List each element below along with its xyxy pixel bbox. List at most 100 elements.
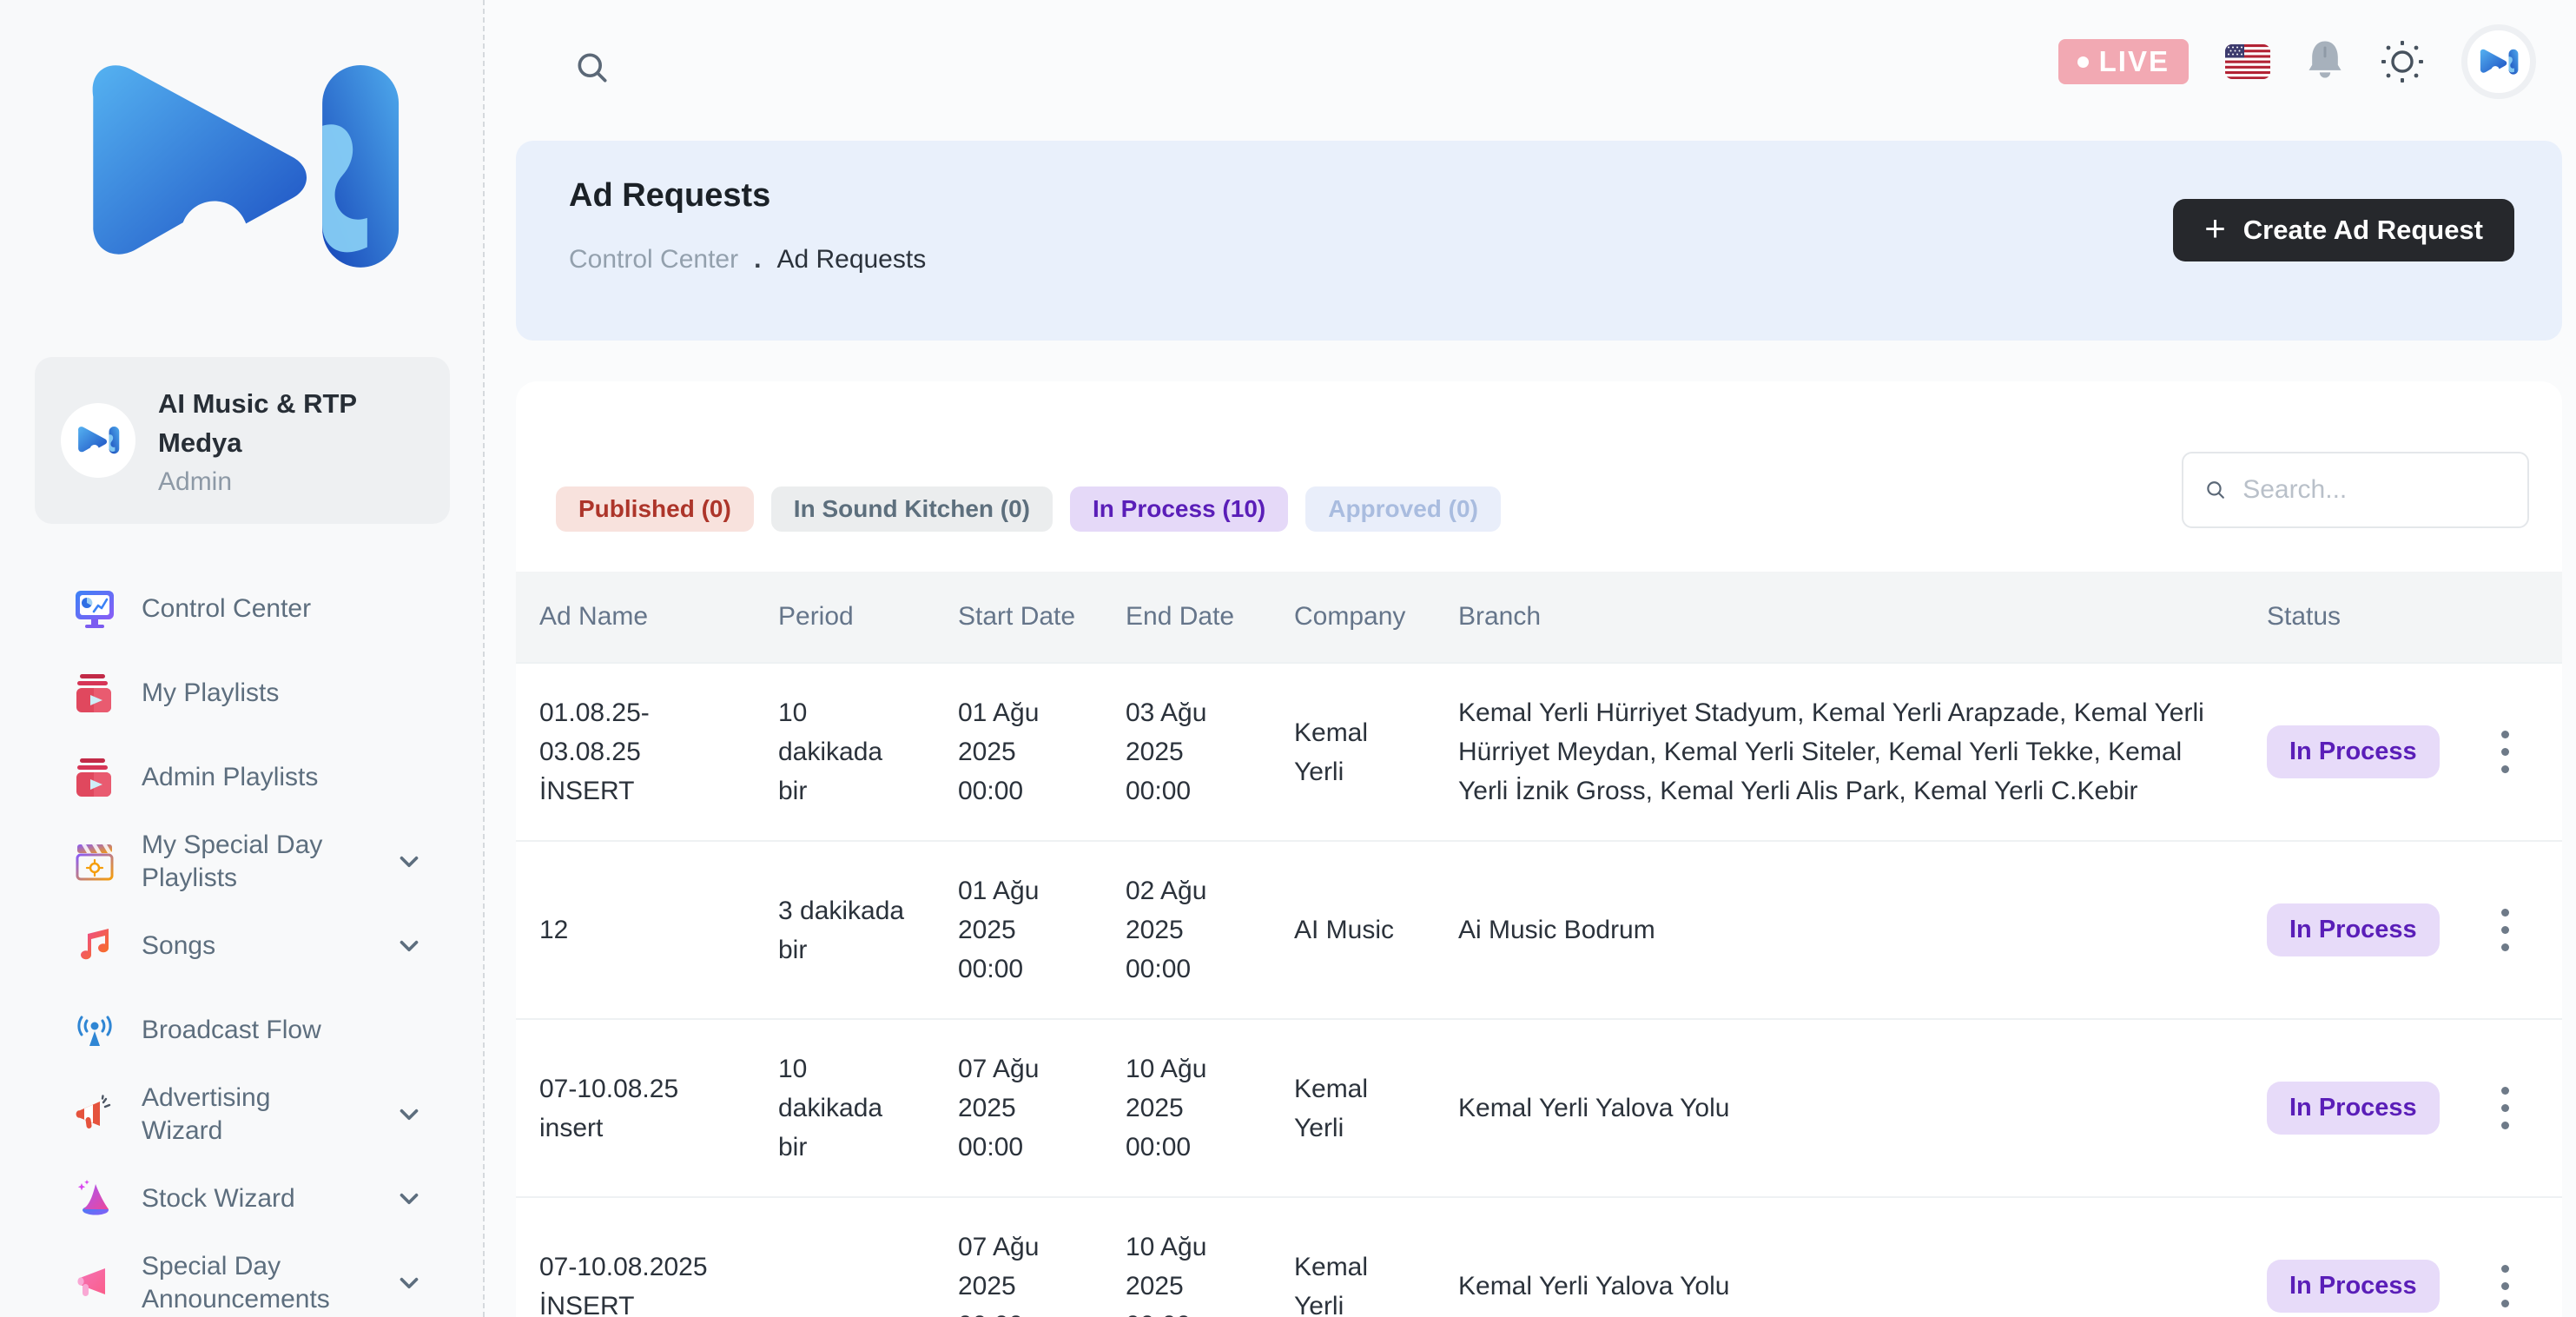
search-icon[interactable] — [573, 49, 611, 87]
live-label: LIVE — [2098, 45, 2170, 77]
cell-branch: Kemal Yerli Yalova Yolu — [1458, 1094, 1730, 1122]
cell-start-date: 07 Ağu 2025 00:00 — [958, 1055, 1040, 1161]
table-row: 01.08.25-03.08.25 İNSERT 10 dakikada bir… — [516, 662, 2562, 840]
chevron-down-icon — [394, 931, 424, 961]
row-actions-menu[interactable] — [2501, 731, 2509, 773]
user-avatar[interactable] — [2461, 24, 2536, 99]
org-role: Admin — [158, 467, 233, 496]
cell-period: 3 dakikada bir — [778, 896, 905, 964]
create-ad-request-button[interactable]: + Create Ad Request — [2173, 199, 2514, 261]
plus-icon: + — [2204, 208, 2226, 248]
header-actions: LIVE — [2057, 24, 2536, 99]
chevron-down-icon — [394, 1184, 424, 1214]
sidebar-item-special-day-playlists[interactable]: My Special Day Playlists — [0, 819, 483, 903]
status-badge: In Process — [2267, 1260, 2440, 1313]
cell-period — [778, 1257, 958, 1316]
cell-period: 10 dakikada bir — [778, 698, 883, 805]
filter-published[interactable]: Published (0) — [556, 486, 754, 532]
filter-approved[interactable]: Approved (0) — [1305, 486, 1501, 532]
cell-ad-name: 01.08.25-03.08.25 İNSERT — [539, 698, 650, 805]
sidebar-item-label: Special Day Announcements — [142, 1251, 330, 1314]
sidebar-item-special-day-announcements[interactable]: Special Day Announcements — [0, 1241, 483, 1317]
ad-requests-card: Published (0) In Sound Kitchen (0) In Pr… — [516, 381, 2562, 1317]
status-badge: In Process — [2267, 725, 2440, 778]
col-ad-name: Ad Name — [539, 602, 649, 631]
megaphone-icon — [74, 1094, 116, 1135]
org-name: AI Music & RTP Medya — [158, 388, 357, 458]
sidebar-item-broadcast-flow[interactable]: Broadcast Flow — [0, 988, 483, 1072]
wizard-hat-icon — [74, 1178, 116, 1220]
breadcrumb-parent[interactable]: Control Center — [569, 245, 739, 274]
cell-branch: Kemal Yerli Yalova Yolu — [1458, 1272, 1730, 1300]
sidebar-item-advertising-wizard[interactable]: Advertising Wizard — [0, 1072, 483, 1156]
sidebar-item-label: My Special Day Playlists — [142, 830, 323, 892]
cell-start-date: 01 Ağu 2025 00:00 — [958, 877, 1040, 983]
sidebar-menu: Control Center My Playlists Admin Playli… — [0, 566, 483, 1317]
create-ad-request-label: Create Ad Request — [2242, 215, 2483, 245]
sidebar-item-label: Advertising Wizard — [142, 1082, 271, 1145]
sidebar-item-label: My Playlists — [142, 678, 280, 707]
search-icon — [2207, 481, 2224, 499]
filter-in-process[interactable]: In Process (10) — [1070, 486, 1289, 532]
table-row: 12 3 dakikada bir 01 Ağu 2025 00:00 02 A… — [516, 840, 2562, 1018]
col-status: Status — [2267, 602, 2342, 631]
table-toolbar: Published (0) In Sound Kitchen (0) In Pr… — [516, 381, 2562, 572]
cell-end-date: 10 Ağu 2025 00:00 — [1126, 1233, 1207, 1317]
col-start-date: Start Date — [958, 602, 1076, 631]
sidebar-item-label: Broadcast Flow — [142, 1015, 321, 1044]
profile-avatar — [61, 403, 135, 478]
chevron-down-icon — [394, 1268, 424, 1298]
broadcast-icon — [74, 1009, 116, 1051]
sun-icon[interactable] — [2380, 39, 2425, 84]
sidebar-item-control-center[interactable]: Control Center — [0, 566, 483, 651]
announcement-icon — [74, 1262, 116, 1304]
music-notes-icon — [74, 925, 116, 967]
page-header-banner: Ad Requests Control Center . Ad Requests… — [516, 141, 2562, 341]
sidebar-item-stock-wizard[interactable]: Stock Wizard — [0, 1156, 483, 1241]
page-title: Ad Requests — [569, 177, 771, 214]
sidebar-item-my-playlists[interactable]: My Playlists — [0, 651, 483, 735]
cell-ad-name: 07-10.08.25 insert — [539, 1074, 679, 1142]
filter-in-sound-kitchen[interactable]: In Sound Kitchen (0) — [770, 486, 1054, 532]
profile-card[interactable]: AI Music & RTP Medya Admin — [35, 357, 450, 524]
bell-icon[interactable] — [2307, 39, 2343, 84]
special-day-playlist-icon — [74, 841, 116, 883]
col-branch: Branch — [1458, 602, 1542, 631]
cell-end-date: 10 Ağu 2025 00:00 — [1126, 1055, 1207, 1161]
us-flag-icon[interactable] — [2225, 44, 2270, 79]
chevron-down-icon — [394, 1100, 424, 1129]
search-input[interactable] — [2242, 475, 2507, 505]
cell-period: 10 dakikada bir — [778, 1055, 883, 1161]
col-period: Period — [778, 602, 854, 631]
cell-ad-name: 07-10.08.2025 İNSERT — [539, 1252, 708, 1317]
live-badge[interactable]: LIVE — [2057, 39, 2189, 84]
row-actions-menu[interactable] — [2501, 1087, 2509, 1129]
col-company: Company — [1294, 602, 1406, 631]
sidebar-item-songs[interactable]: Songs — [0, 903, 483, 988]
status-badge: In Process — [2267, 1082, 2440, 1135]
cell-end-date: 02 Ağu 2025 00:00 — [1126, 877, 1207, 983]
cell-company: Kemal Yerli — [1294, 1074, 1369, 1142]
cell-ad-name: 12 — [539, 916, 569, 944]
sidebar-item-label: Control Center — [142, 593, 312, 623]
row-actions-menu[interactable] — [2501, 1265, 2509, 1307]
control-center-icon — [74, 588, 116, 630]
table-row: 07-10.08.25 insert 10 dakikada bir 07 Ağ… — [516, 1018, 2562, 1196]
table-row: 07-10.08.2025 İNSERT 07 Ağu 2025 00:00 1… — [516, 1196, 2562, 1317]
chevron-down-icon — [394, 847, 424, 877]
breadcrumb-separator: . — [754, 245, 762, 274]
live-dot-icon — [2077, 56, 2089, 68]
sidebar-item-label: Songs — [142, 930, 216, 960]
cell-start-date: 01 Ağu 2025 00:00 — [958, 698, 1040, 805]
status-filter-chips: Published (0) In Sound Kitchen (0) In Pr… — [556, 486, 1501, 532]
app-logo — [73, 56, 410, 281]
breadcrumb: Control Center . Ad Requests — [569, 245, 926, 275]
table-header: Ad Name Period Start Date End Date Compa… — [516, 572, 2562, 662]
cell-company: AI Music — [1294, 916, 1395, 944]
row-actions-menu[interactable] — [2501, 909, 2509, 951]
sidebar: AI Music & RTP Medya Admin Control Cente… — [0, 0, 485, 1317]
playlist-icon — [74, 757, 116, 798]
cell-end-date: 03 Ağu 2025 00:00 — [1126, 698, 1207, 805]
sidebar-item-admin-playlists[interactable]: Admin Playlists — [0, 735, 483, 819]
col-end-date: End Date — [1126, 602, 1235, 631]
